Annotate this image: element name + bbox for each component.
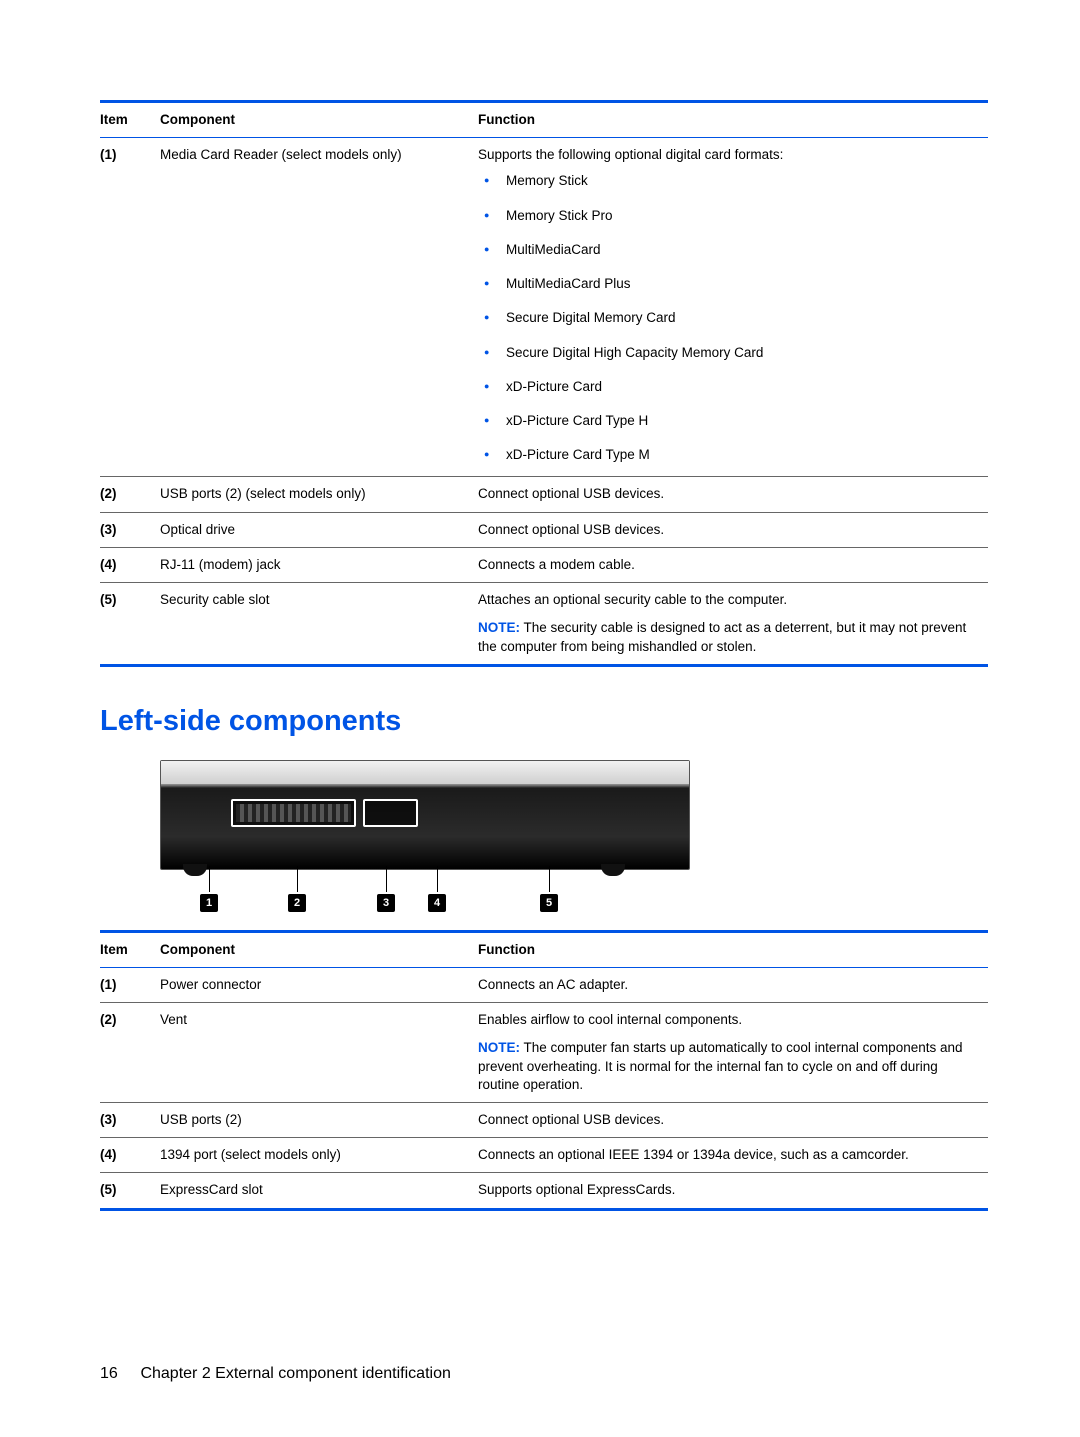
- callout: 4: [428, 866, 446, 912]
- callout-num: 1: [200, 894, 218, 912]
- list-item: xD-Picture Card: [478, 378, 982, 396]
- table-row: (5) Security cable slot Attaches an opti…: [100, 583, 988, 664]
- table1-header-row: Item Component Function: [100, 103, 988, 137]
- list-item: MultiMediaCard: [478, 241, 982, 259]
- function-cell: Connect optional USB devices.: [478, 1103, 988, 1137]
- item-cell: (2): [100, 1003, 160, 1102]
- list-item: Memory Stick Pro: [478, 207, 982, 225]
- function-text: Enables airflow to cool internal compone…: [478, 1011, 982, 1029]
- list-item: Secure Digital High Capacity Memory Card: [478, 344, 982, 362]
- table2: Item Component Function: [100, 933, 988, 967]
- table1-col-item: Item: [100, 103, 160, 137]
- callout-num: 3: [377, 894, 395, 912]
- component-cell: USB ports (2): [160, 1103, 478, 1137]
- function-cell: Supports the following optional digital …: [478, 138, 988, 476]
- item-cell: (1): [100, 138, 160, 476]
- diagram-vent: [231, 799, 356, 827]
- page-footer: 16 Chapter 2 External component identifi…: [100, 1365, 451, 1383]
- diagram-usb: [363, 799, 418, 827]
- table1: Item Component Function: [100, 103, 988, 137]
- note-label: NOTE:: [478, 620, 520, 635]
- table2-col-function: Function: [478, 933, 988, 967]
- function-cell: Connect optional USB devices.: [478, 513, 988, 547]
- list-item: MultiMediaCard Plus: [478, 275, 982, 293]
- table2-col-component: Component: [160, 933, 478, 967]
- item-cell: (5): [100, 583, 160, 664]
- table1-col-function: Function: [478, 103, 988, 137]
- note-label: NOTE:: [478, 1040, 520, 1055]
- function-cell: Supports optional ExpressCards.: [478, 1173, 988, 1207]
- callout-num: 5: [540, 894, 558, 912]
- list-item: Memory Stick: [478, 172, 982, 190]
- component-cell: Security cable slot: [160, 583, 478, 664]
- table1-bottom-rule: [100, 664, 988, 667]
- table-row: (1) Power connector Connects an AC adapt…: [100, 968, 988, 1002]
- note-text: The computer fan starts up automatically…: [478, 1040, 963, 1091]
- note-text: The security cable is designed to act as…: [478, 620, 966, 653]
- component-cell: 1394 port (select models only): [160, 1138, 478, 1172]
- table2-header-row: Item Component Function: [100, 933, 988, 967]
- function-intro: Supports the following optional digital …: [478, 147, 783, 162]
- callout: 5: [540, 866, 558, 912]
- card-format-list: Memory Stick Memory Stick Pro MultiMedia…: [478, 172, 982, 464]
- table2-col-item: Item: [100, 933, 160, 967]
- component-cell: RJ-11 (modem) jack: [160, 548, 478, 582]
- list-item: Secure Digital Memory Card: [478, 309, 982, 327]
- callout: 1: [200, 866, 218, 912]
- item-cell: (3): [100, 513, 160, 547]
- function-cell: Connect optional USB devices.: [478, 477, 988, 511]
- list-item: xD-Picture Card Type M: [478, 446, 982, 464]
- item-cell: (2): [100, 477, 160, 511]
- component-cell: Media Card Reader (select models only): [160, 138, 478, 476]
- table1-body: (1) Media Card Reader (select models onl…: [100, 138, 988, 664]
- component-cell: Power connector: [160, 968, 478, 1002]
- component-cell: Vent: [160, 1003, 478, 1102]
- callout: 3: [377, 866, 395, 912]
- component-cell: Optical drive: [160, 513, 478, 547]
- item-cell: (4): [100, 548, 160, 582]
- table-row: (4) RJ-11 (modem) jack Connects a modem …: [100, 548, 988, 582]
- callout-row: 1 2 3 4 5: [160, 868, 690, 912]
- chapter-title: Chapter 2 External component identificat…: [140, 1365, 450, 1382]
- left-side-diagram: [160, 760, 690, 870]
- function-cell: Enables airflow to cool internal compone…: [478, 1003, 988, 1102]
- item-cell: (3): [100, 1103, 160, 1137]
- table1-col-component: Component: [160, 103, 478, 137]
- table-row: (3) USB ports (2) Connect optional USB d…: [100, 1103, 988, 1137]
- section-heading: Left-side components: [100, 705, 988, 738]
- item-cell: (1): [100, 968, 160, 1002]
- function-cell: Attaches an optional security cable to t…: [478, 583, 988, 664]
- table-row: (1) Media Card Reader (select models onl…: [100, 138, 988, 476]
- diagram-lid: [161, 761, 689, 785]
- function-cell: Connects a modem cable.: [478, 548, 988, 582]
- diagram-wrap: 1 2 3 4 5: [100, 760, 988, 912]
- function-cell: Connects an AC adapter.: [478, 968, 988, 1002]
- item-cell: (4): [100, 1138, 160, 1172]
- table-row: (2) Vent Enables airflow to cool interna…: [100, 1003, 988, 1102]
- item-cell: (5): [100, 1173, 160, 1207]
- table-row: (2) USB ports (2) (select models only) C…: [100, 477, 988, 511]
- function-text: Attaches an optional security cable to t…: [478, 591, 982, 609]
- callout-num: 2: [288, 894, 306, 912]
- component-cell: USB ports (2) (select models only): [160, 477, 478, 511]
- table2-bottom-rule: [100, 1208, 988, 1211]
- page-number: 16: [100, 1365, 136, 1383]
- function-cell: Connects an optional IEEE 1394 or 1394a …: [478, 1138, 988, 1172]
- callout-num: 4: [428, 894, 446, 912]
- component-cell: ExpressCard slot: [160, 1173, 478, 1207]
- list-item: xD-Picture Card Type H: [478, 412, 982, 430]
- callout: 2: [288, 866, 306, 912]
- note-block: NOTE: The security cable is designed to …: [478, 619, 982, 655]
- table2-body: (1) Power connector Connects an AC adapt…: [100, 968, 988, 1208]
- table-row: (5) ExpressCard slot Supports optional E…: [100, 1173, 988, 1207]
- note-block: NOTE: The computer fan starts up automat…: [478, 1039, 982, 1094]
- table-row: (3) Optical drive Connect optional USB d…: [100, 513, 988, 547]
- table-row: (4) 1394 port (select models only) Conne…: [100, 1138, 988, 1172]
